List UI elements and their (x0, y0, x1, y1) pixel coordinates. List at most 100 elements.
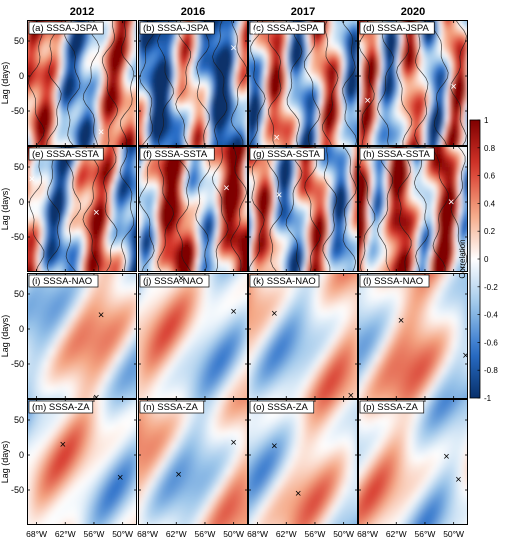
marker-n-1: × (175, 469, 181, 481)
ylabel-a: Lag (days) (0, 62, 10, 105)
frame-c (248, 20, 358, 146)
marker-i-0: × (98, 310, 104, 322)
contours-d (358, 20, 467, 146)
xtick-label-n-3: 50°W (223, 529, 244, 539)
colorbar-tick-label-5: 0 (484, 255, 489, 264)
ticks-h (358, 146, 468, 272)
xtick-label-m-2: 56°W (84, 529, 105, 539)
heatmap-l (358, 273, 468, 399)
xtick-label-n-1: 62°W (166, 529, 187, 539)
marker-g-0: × (276, 190, 282, 202)
heatmap-p (358, 399, 468, 525)
ticks-b (138, 20, 248, 146)
contours-a (28, 20, 135, 146)
ytick-label-a-0: -50 (11, 106, 24, 116)
panel-label-h: (h) SSSA-SSTA (363, 149, 431, 160)
frame-k (248, 273, 358, 399)
panel-f: (f) SSSA-SSTA × (138, 146, 248, 272)
colorbar-tick-label-7: -0.4 (484, 311, 498, 320)
marker-e-0: × (29, 173, 35, 185)
heatmap-c (248, 20, 358, 146)
marker-l-1: × (462, 350, 468, 362)
panel-i: (i) SSSA-NAO × × -50 0 50 Lag (days) (0, 273, 137, 404)
marker-h-0: × (448, 197, 454, 209)
panel-a: (a) SSSA-JSPA × -50 0 50 Lag (days) 2012 (0, 6, 137, 146)
panel-k: (k) SSSA-NAO × × (248, 273, 358, 402)
panel-label-o: (o) SSSA-ZA (253, 402, 309, 413)
heatmap-f (138, 146, 248, 272)
heatmap-m (27, 399, 137, 525)
column-title-2016: 2016 (181, 6, 205, 18)
contours-c (248, 20, 358, 146)
ticks-c (248, 20, 358, 146)
panel-j: (j) SSSA-NAO×× (138, 273, 248, 399)
panel-label-c: (c) SSSA-JSPA (253, 23, 319, 34)
marker-e-1: × (93, 207, 99, 219)
marker-o-0: × (271, 440, 277, 452)
colorbar-tick-label-3: 0.4 (484, 199, 496, 208)
ytick-label-m-2: 50 (14, 415, 24, 425)
panel-label-a: (a) SSSA-JSPA (32, 23, 98, 34)
panel-grid: (a) SSSA-JSPA × -50 0 50 Lag (days) 2012 (b) SS… (0, 6, 469, 539)
frame-j (138, 273, 248, 399)
colorbar-tick-label-9: -0.8 (484, 366, 498, 375)
ticks-o (248, 399, 358, 525)
ytick-label-a-1: 0 (19, 71, 24, 81)
frame-f (138, 146, 248, 272)
ticks-l (358, 273, 468, 399)
marker-n-0: × (230, 437, 236, 449)
frame-e (27, 146, 137, 272)
marker-o-1: × (295, 488, 301, 500)
panel-m: (m) SSSA-ZA × × -50 0 50 Lag (days) 68°W 62°W 56°… (0, 399, 137, 539)
panel-label-i: (i) SSSA-NAO (32, 276, 92, 287)
panel-label-g: (g) SSSA-SSTA (253, 149, 321, 160)
column-title-2012: 2012 (70, 6, 94, 18)
xtick-label-n-2: 56°W (195, 529, 216, 539)
column-title-2020: 2020 (401, 6, 425, 18)
marker-m-0: × (60, 439, 66, 451)
marker-p-0: × (443, 451, 449, 463)
ticks-m (27, 399, 137, 525)
frame-p (358, 399, 468, 525)
marker-a-0: × (98, 127, 104, 139)
ticks-a (27, 20, 137, 146)
frame-d (358, 20, 468, 146)
panel-d: (d) SSSA-JSPA × × 2020 (358, 6, 468, 146)
ticks-k (248, 273, 358, 399)
xtick-label-m-0: 68°W (26, 529, 47, 539)
panel-label-b: (b) SSSA-JSPA (143, 23, 209, 34)
ytick-label-m-0: -50 (11, 485, 24, 495)
heatmap-o (248, 399, 358, 525)
contours-e (28, 146, 135, 272)
xtick-label-o-0: 68°W (247, 529, 268, 539)
heatmap-i (27, 273, 137, 399)
frame-l (358, 273, 468, 399)
colorbar: 1 0.8 0.6 0.4 0.2 0 -0.2 -0.4 -0.6 -0.8 -1 Correlat… (458, 116, 498, 403)
panel-b: (b) SSSA-JSPA × 2016 (138, 6, 248, 146)
heatmap-h (358, 146, 468, 272)
colorbar-tick-label-4: 0.2 (484, 227, 496, 236)
heatmap-n (138, 399, 248, 525)
ytick-label-m-1: 0 (19, 450, 24, 460)
panel-e: (e) SSSA-SSTA × × -50 0 50 Lag (days) (0, 146, 137, 272)
panel-label-p: (p) SSSA-ZA (363, 402, 419, 413)
marker-i-1: × (93, 392, 99, 404)
panel-h: (h) SSSA-SSTA × (358, 146, 468, 272)
xtick-label-o-2: 56°W (305, 529, 326, 539)
panel-n: (n) SSSA-ZA × × 68°W 62°W 56°W 50°W (137, 399, 248, 539)
ytick-label-e-0: -50 (11, 232, 24, 242)
heatmap-g (248, 146, 358, 272)
panel-label-k: (k) SSSA-NAO (253, 276, 316, 287)
colorbar-tick-label-10: -1 (484, 394, 492, 403)
panel-o: (o) SSSA-ZA × × 68°W 62°W 56°W 50°W (247, 399, 358, 539)
xtick-label-o-1: 62°W (276, 529, 297, 539)
contours-b (139, 20, 248, 146)
frame-i (27, 273, 137, 399)
xtick-label-p-2: 56°W (415, 529, 436, 539)
frame-h (358, 146, 468, 272)
panel-l: (l) SSSA-NAO × × (358, 273, 469, 399)
frame-n (138, 399, 248, 525)
ytick-label-e-2: 50 (14, 162, 24, 172)
panel-g: (g) SSSA-SSTA × (248, 146, 358, 272)
xtick-label-m-1: 62°W (55, 529, 76, 539)
